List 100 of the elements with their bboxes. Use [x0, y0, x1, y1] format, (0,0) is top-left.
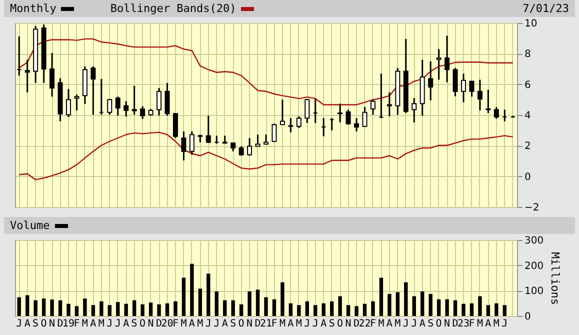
- bar: [453, 300, 458, 316]
- legend-label: Monthly: [10, 1, 56, 17]
- bar: [272, 299, 276, 316]
- candlestick: [24, 59, 30, 94]
- bar: [74, 306, 79, 316]
- x-tick-label: M: [180, 318, 187, 330]
- bar: [174, 301, 178, 316]
- candlestick: [346, 108, 351, 126]
- x-tick-label: J: [16, 318, 22, 330]
- bar: [494, 303, 498, 316]
- bar: [239, 304, 244, 316]
- bar: [182, 278, 186, 316]
- bar: [478, 296, 482, 316]
- line-series: [18, 132, 514, 180]
- x-tick-label: A: [386, 318, 392, 330]
- bar: [66, 304, 70, 316]
- bar: [362, 304, 367, 316]
- x-tick-label: A: [485, 318, 492, 330]
- bar: [140, 304, 144, 316]
- bar: [34, 300, 38, 316]
- bar: [42, 298, 46, 316]
- candlestick: [436, 48, 442, 80]
- bar: [108, 305, 112, 316]
- bar: [91, 305, 96, 316]
- y-tick-label: 6: [524, 80, 531, 91]
- candlestick: [206, 114, 211, 144]
- bar: [354, 306, 358, 316]
- x-tick-label: F: [370, 318, 376, 330]
- candlestick: [156, 87, 162, 116]
- candlestick: [172, 112, 178, 139]
- x-tick-label: 21: [260, 318, 272, 330]
- y-axis-title: Millions: [548, 252, 562, 305]
- x-tick-label: J: [304, 318, 310, 330]
- bar: [264, 297, 268, 316]
- bar: [148, 302, 153, 316]
- bar: [124, 304, 128, 316]
- legend-label: Bollinger Bands(20): [110, 1, 236, 17]
- bar: [17, 297, 21, 316]
- bar: [396, 292, 400, 316]
- x-tick-label: O: [140, 318, 146, 330]
- bar: [314, 305, 318, 316]
- candlestick: [124, 100, 129, 118]
- candlestick: [181, 130, 186, 162]
- bar: [223, 300, 227, 316]
- candlestick: [140, 106, 146, 120]
- bar: [462, 304, 466, 316]
- candlestick: [486, 88, 491, 114]
- bar: [83, 298, 87, 316]
- x-tick-label: A: [90, 318, 96, 330]
- x-tick-label: J: [114, 318, 121, 330]
- candlestick: [370, 98, 376, 116]
- bar: [256, 290, 260, 316]
- y-tick-label: 200: [524, 260, 544, 272]
- bar: [486, 305, 490, 316]
- candlestick: [296, 116, 302, 129]
- x-tick-label: M: [394, 318, 401, 330]
- bar: [445, 299, 449, 316]
- bar: [371, 301, 375, 316]
- x-tick-label: 22: [358, 318, 371, 330]
- x-tick-label: J: [502, 318, 508, 330]
- x-tick-label: M: [296, 318, 302, 330]
- y-tick-label: 0: [524, 172, 531, 183]
- x-tick-label: D: [354, 318, 360, 330]
- x-tick-label: J: [402, 318, 409, 330]
- candlestick: [189, 130, 194, 156]
- candlestick: [90, 66, 96, 116]
- bar: [436, 299, 441, 316]
- bar: [502, 305, 507, 316]
- bar: [346, 305, 350, 316]
- x-tick-label: N: [49, 318, 56, 330]
- candlestick: [354, 117, 360, 132]
- x-tick-label: M: [476, 318, 483, 330]
- x-tick-label: N: [246, 318, 253, 330]
- bar: [470, 303, 474, 316]
- bar: [58, 300, 62, 316]
- bar: [50, 300, 54, 316]
- x-tick-label: S: [32, 318, 39, 330]
- y-tick-label: 4: [524, 110, 531, 122]
- x-tick-label: O: [436, 318, 442, 330]
- y-tick-label: −2: [524, 202, 540, 214]
- bar: [214, 291, 218, 316]
- x-tick-label: F: [271, 318, 278, 330]
- bar: [190, 264, 194, 316]
- candlestick: [288, 117, 294, 134]
- text: 7/01/23: [522, 1, 569, 17]
- candlestick: [132, 85, 137, 116]
- candlestick: [477, 78, 482, 112]
- candlestick: [461, 72, 466, 104]
- candlestick: [74, 94, 80, 112]
- y-tick-label: 100: [524, 286, 544, 298]
- x-tick-label: M: [378, 318, 384, 330]
- candlestick: [247, 137, 252, 156]
- bar: [338, 296, 342, 316]
- x-tick-label: J: [214, 318, 220, 330]
- candlestick: [272, 122, 277, 142]
- candlestick: [362, 106, 368, 128]
- bar: [116, 302, 120, 316]
- bar: [305, 301, 309, 316]
- candlestick: [264, 134, 268, 145]
- candlestick: [304, 98, 310, 124]
